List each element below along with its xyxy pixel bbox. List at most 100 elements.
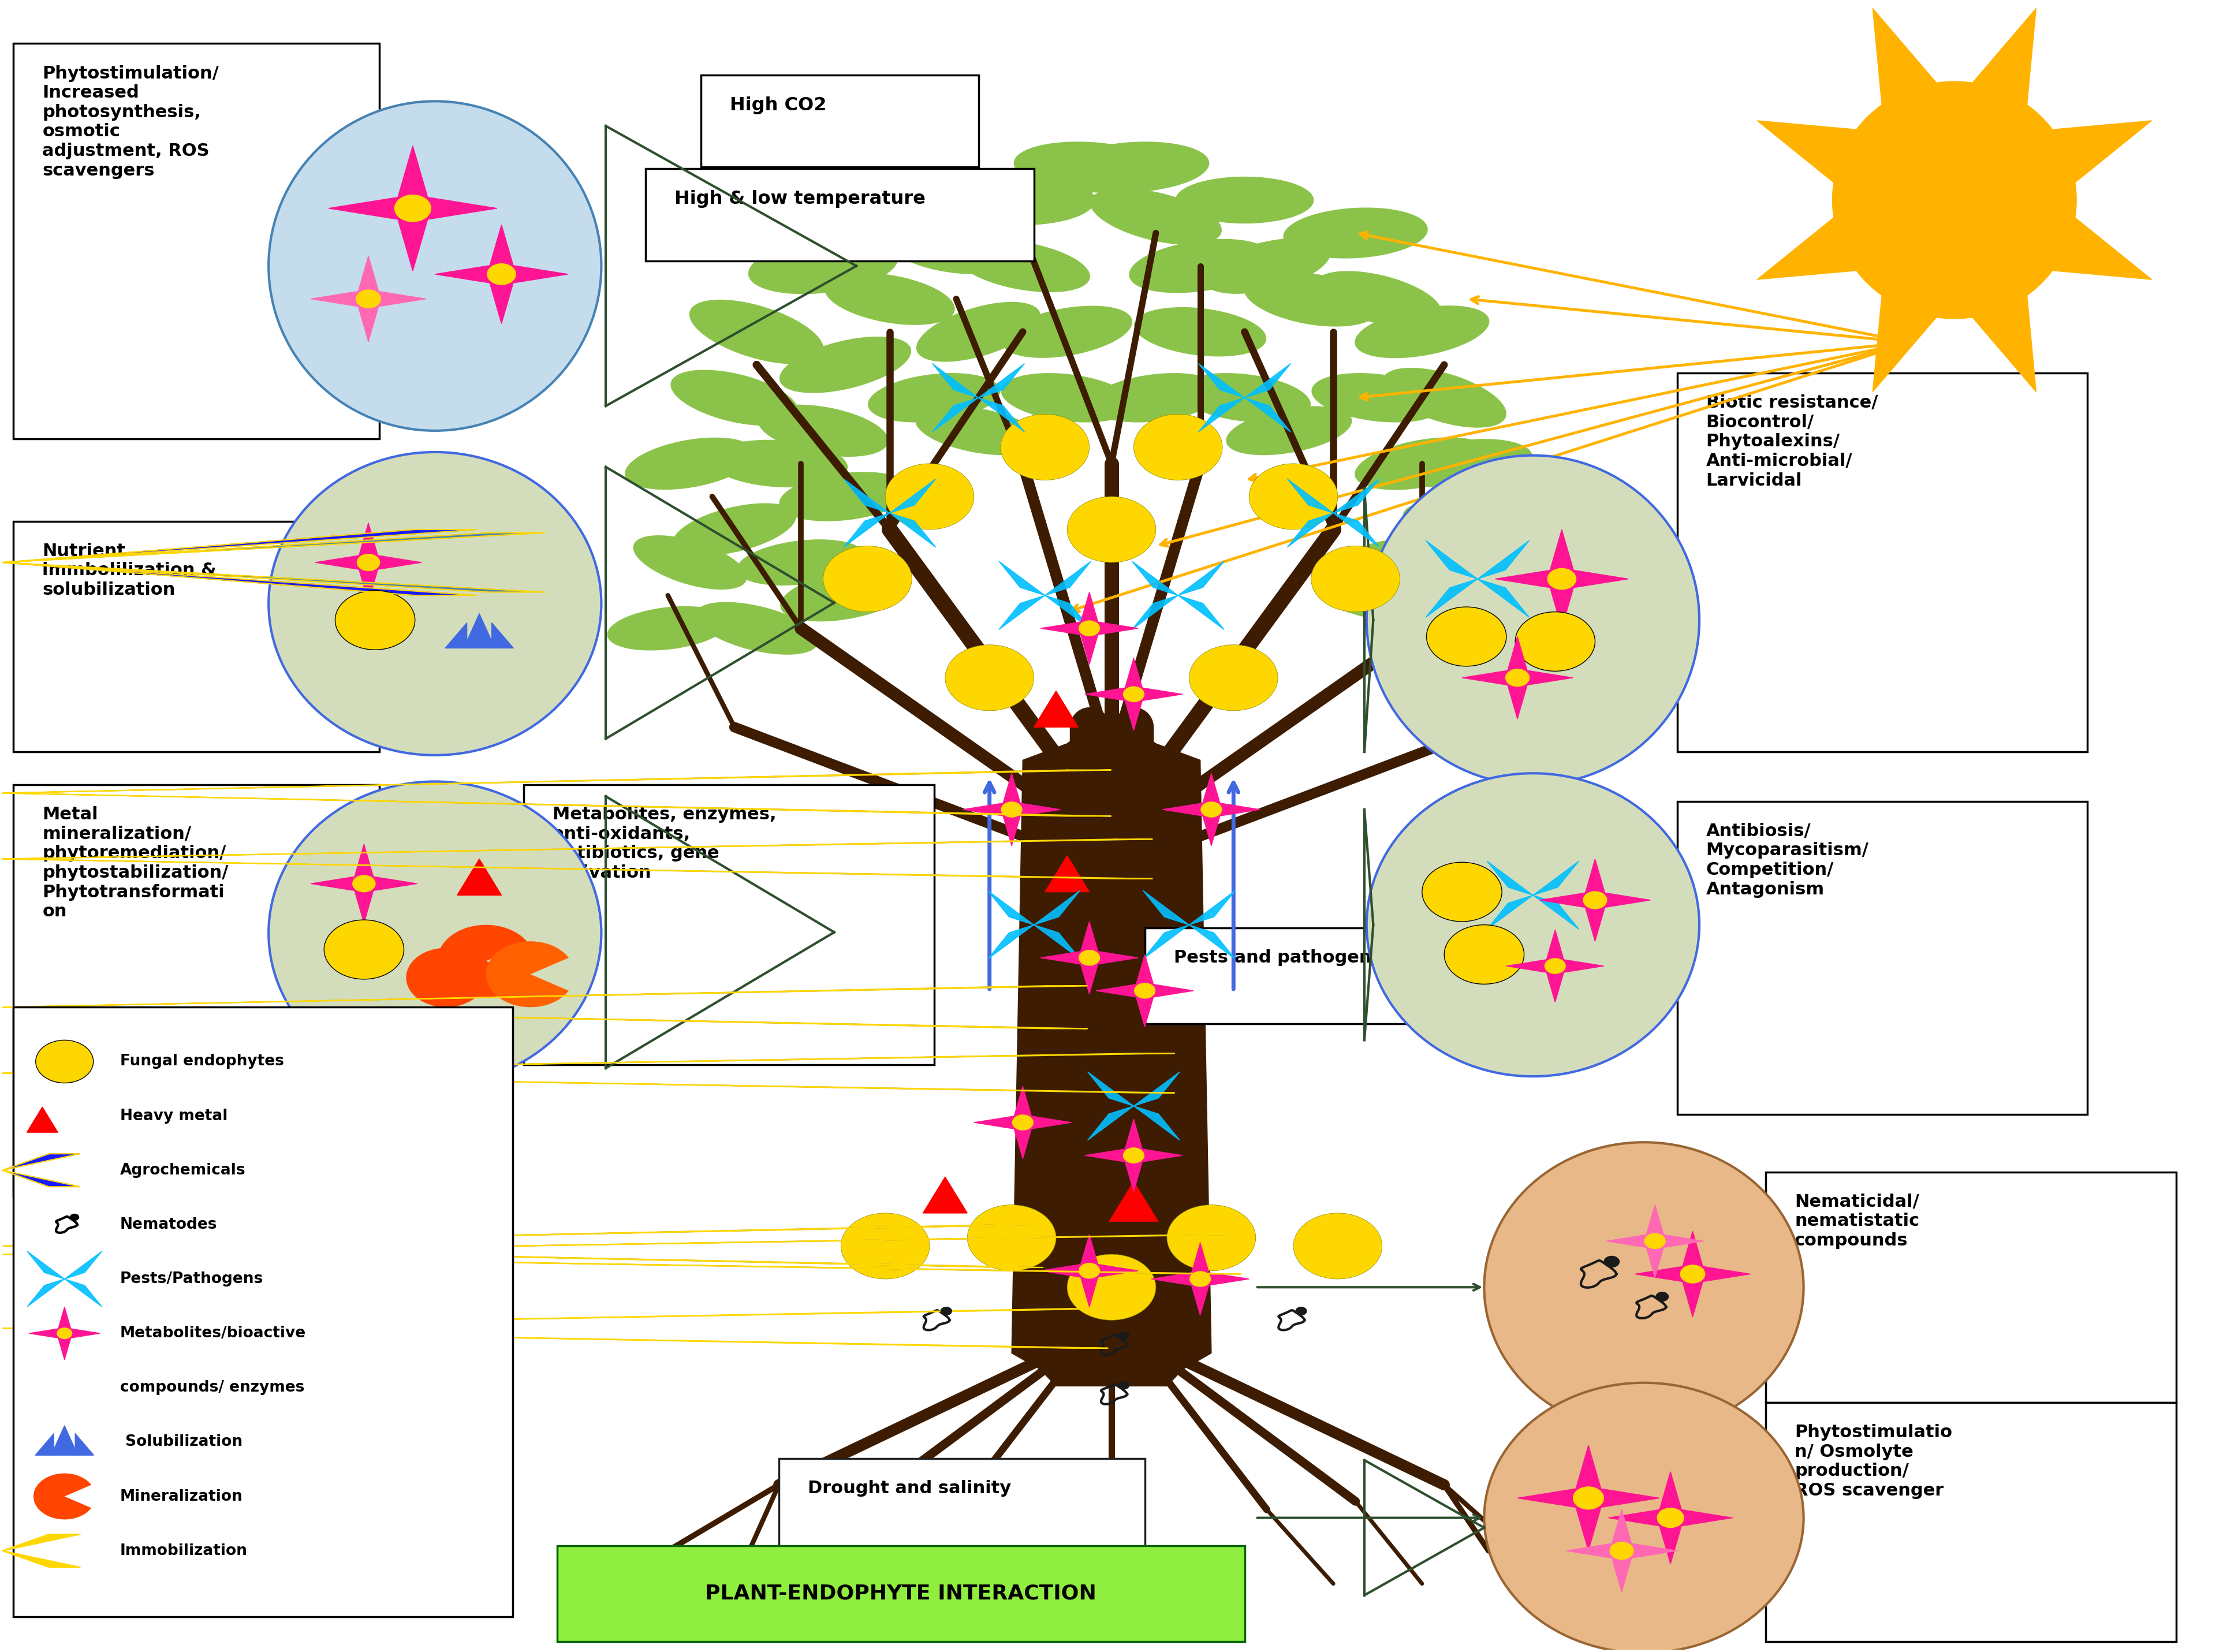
Polygon shape (1607, 1204, 1703, 1277)
Circle shape (1312, 545, 1400, 611)
Polygon shape (2, 1224, 1043, 1267)
Ellipse shape (674, 504, 796, 555)
Polygon shape (1534, 861, 1578, 895)
Polygon shape (1143, 890, 1189, 925)
Circle shape (1011, 1115, 1034, 1130)
Polygon shape (64, 1279, 102, 1307)
Ellipse shape (269, 101, 600, 431)
Polygon shape (1178, 562, 1225, 595)
Text: Antibiosis/
Mycoparasitism/
Competition/
Antagonism: Antibiosis/ Mycoparasitism/ Competition/… (1705, 823, 1870, 897)
Circle shape (393, 195, 431, 221)
Polygon shape (1518, 1445, 1658, 1551)
Ellipse shape (951, 175, 1096, 225)
Polygon shape (1163, 773, 1260, 846)
Text: PLANT-ENDOPHYTE INTERACTION: PLANT-ENDOPHYTE INTERACTION (705, 1584, 1096, 1604)
Circle shape (940, 1307, 951, 1315)
Ellipse shape (269, 453, 600, 755)
Circle shape (1603, 1256, 1621, 1267)
Polygon shape (923, 1176, 967, 1213)
Ellipse shape (1367, 456, 1698, 785)
Polygon shape (1507, 930, 1605, 1003)
Ellipse shape (1358, 540, 1485, 585)
Ellipse shape (696, 603, 818, 654)
FancyBboxPatch shape (1676, 373, 2087, 752)
Polygon shape (1425, 578, 1478, 618)
Ellipse shape (1014, 142, 1165, 192)
Text: Phytostimulation/
Increased
photosynthesis,
osmotic
adjustment, ROS
scavengers: Phytostimulation/ Increased photosynthes… (42, 64, 218, 178)
Ellipse shape (1400, 439, 1532, 487)
Circle shape (1656, 1292, 1669, 1302)
Circle shape (1583, 890, 1607, 909)
Ellipse shape (1314, 271, 1441, 327)
Circle shape (351, 876, 376, 892)
FancyBboxPatch shape (13, 785, 380, 1196)
Circle shape (1645, 1232, 1665, 1249)
Text: Mineralization: Mineralization (120, 1488, 242, 1503)
Ellipse shape (1314, 570, 1443, 621)
Ellipse shape (607, 606, 729, 651)
FancyBboxPatch shape (558, 1546, 1245, 1642)
FancyBboxPatch shape (1765, 1403, 2176, 1642)
Polygon shape (963, 773, 1060, 846)
Polygon shape (1972, 296, 2036, 392)
Polygon shape (1287, 479, 1334, 514)
FancyBboxPatch shape (1765, 1171, 2176, 1403)
Wedge shape (33, 1474, 91, 1520)
Polygon shape (2, 530, 478, 595)
Polygon shape (36, 1434, 53, 1455)
Text: Pests/Pathogens: Pests/Pathogens (120, 1272, 262, 1287)
Ellipse shape (749, 238, 898, 294)
Polygon shape (1143, 925, 1189, 960)
Circle shape (1547, 568, 1576, 590)
Polygon shape (329, 145, 498, 271)
Polygon shape (1478, 540, 1529, 578)
Text: High & low temperature: High & low temperature (674, 190, 925, 208)
Circle shape (1200, 801, 1223, 818)
Polygon shape (2, 839, 1152, 879)
Polygon shape (843, 479, 889, 514)
Polygon shape (2, 986, 1087, 1029)
Circle shape (1000, 415, 1089, 481)
Text: Nutrient
immbolilization &
solubilization: Nutrient immbolilization & solubilizatio… (42, 544, 216, 598)
Circle shape (356, 553, 380, 572)
Text: Agrochemicals: Agrochemicals (120, 1163, 245, 1178)
Text: compounds/ enzymes: compounds/ enzymes (120, 1379, 305, 1396)
Polygon shape (1872, 296, 1936, 392)
Polygon shape (2, 1308, 1107, 1348)
Ellipse shape (738, 540, 865, 585)
Ellipse shape (1356, 306, 1489, 358)
Polygon shape (1034, 925, 1080, 960)
Ellipse shape (1134, 307, 1265, 357)
Circle shape (1609, 1541, 1634, 1559)
Polygon shape (2, 1535, 80, 1568)
Wedge shape (407, 948, 480, 1008)
Polygon shape (2, 1153, 80, 1186)
Ellipse shape (1516, 606, 1638, 651)
Text: Metabolites, enzymes,
anti-oxidants,
antibiotics, gene
activation: Metabolites, enzymes, anti-oxidants, ant… (554, 806, 776, 881)
Circle shape (1296, 1307, 1307, 1315)
Text: Fungal endophytes: Fungal endophytes (120, 1054, 285, 1069)
Polygon shape (1478, 578, 1529, 618)
Ellipse shape (1089, 188, 1220, 244)
Circle shape (1574, 1487, 1605, 1510)
Polygon shape (2052, 218, 2152, 279)
Circle shape (1078, 950, 1100, 966)
Polygon shape (491, 623, 514, 648)
Polygon shape (1541, 859, 1649, 942)
Circle shape (885, 464, 974, 530)
Polygon shape (978, 398, 1025, 431)
Polygon shape (1085, 657, 1183, 730)
Polygon shape (1245, 363, 1292, 398)
Polygon shape (1096, 955, 1194, 1028)
Polygon shape (1034, 890, 1080, 925)
Ellipse shape (780, 337, 911, 393)
Ellipse shape (1405, 603, 1527, 654)
Ellipse shape (1447, 573, 1574, 618)
FancyBboxPatch shape (645, 169, 1034, 261)
Ellipse shape (1000, 373, 1134, 421)
Circle shape (1078, 621, 1100, 636)
Polygon shape (1087, 1072, 1134, 1107)
Polygon shape (1045, 562, 1091, 595)
Polygon shape (998, 562, 1045, 595)
Polygon shape (1045, 595, 1091, 629)
